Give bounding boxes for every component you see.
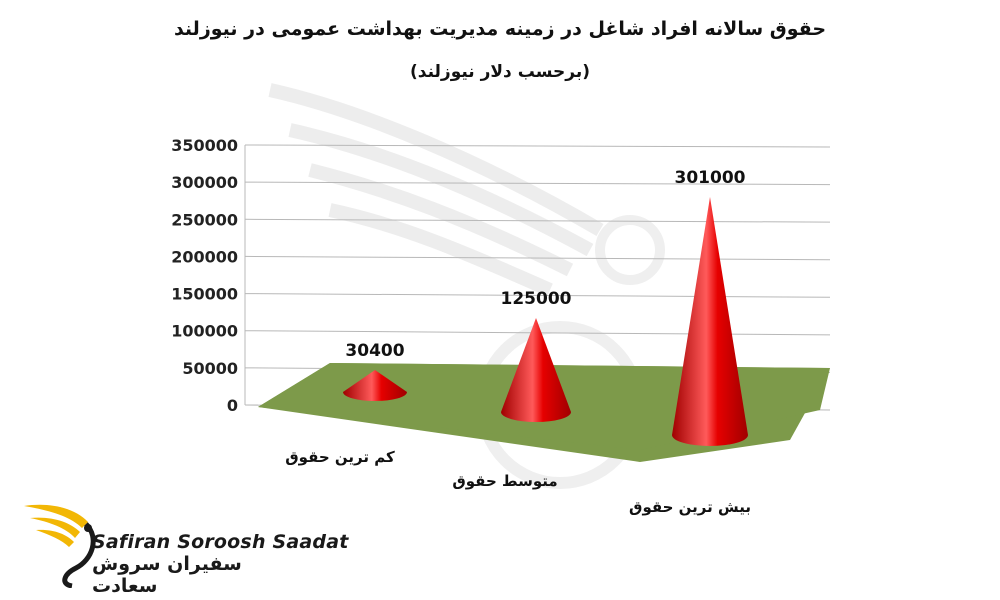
logo-wing-icon (24, 504, 96, 588)
y-tick-label: 200000 (171, 247, 238, 266)
chart-subtitle: (برحسب دلار نیوزلند) (410, 62, 590, 82)
x-category-label: متوسط حقوق (452, 472, 557, 490)
chart-title: حقوق سالانه افراد شاغل در زمینه مدیریت ب… (173, 18, 827, 40)
y-tick-label: 250000 (171, 210, 238, 229)
y-tick-label: 300000 (171, 173, 238, 192)
gridline (244, 181, 831, 186)
y-tick-label: 100000 (171, 322, 238, 341)
cone-bar (343, 370, 407, 401)
cone-bar (672, 197, 748, 446)
gridline (244, 255, 831, 261)
x-category-label: کم ترین حقوق (285, 448, 395, 466)
cone-bar (501, 318, 571, 422)
logo-persian-name: سفیران سروش سعادت (92, 553, 242, 597)
data-label: 125000 (501, 289, 572, 309)
y-tick-label: 350000 (171, 136, 238, 155)
gridline (244, 293, 831, 298)
y-tick-label: 50000 (182, 359, 238, 378)
y-tick-label: 150000 (171, 285, 238, 304)
gridline (244, 218, 831, 223)
data-label: 30400 (345, 341, 404, 361)
y-tick-label: 0 (227, 396, 238, 415)
logo-latin-name: Safiran Soroosh Saadat (92, 531, 349, 553)
data-label: 301000 (675, 168, 746, 188)
gridline (244, 144, 831, 148)
x-category-label: بیش ترین حقوق (629, 498, 751, 516)
